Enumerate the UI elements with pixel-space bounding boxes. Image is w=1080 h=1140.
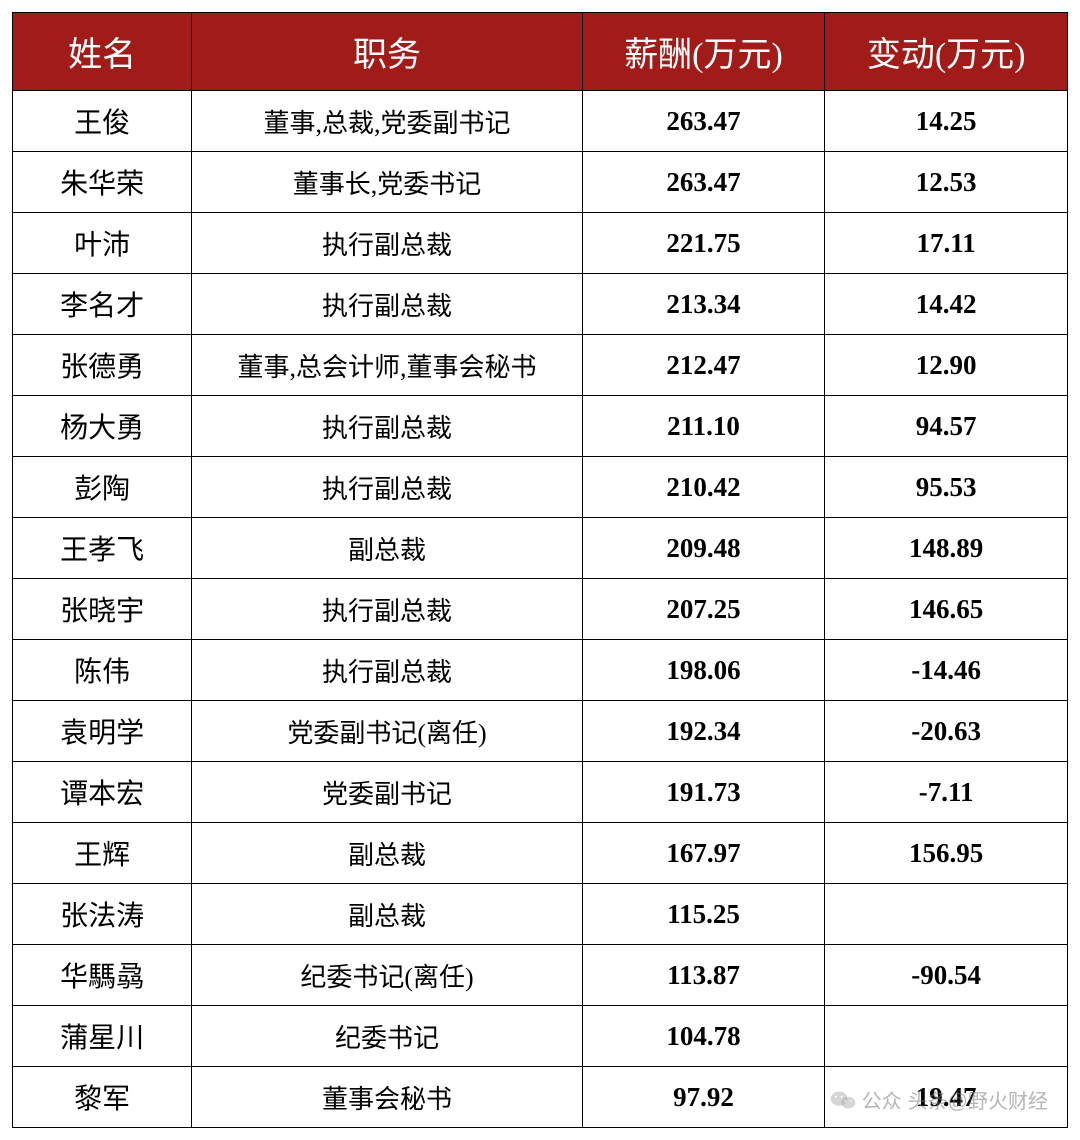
- cell-position: 执行副总裁: [192, 274, 582, 335]
- cell-position: 董事长,党委书记: [192, 152, 582, 213]
- cell-name: 杨大勇: [13, 396, 192, 457]
- cell-name: 王俊: [13, 91, 192, 152]
- cell-position: 执行副总裁: [192, 213, 582, 274]
- cell-change: 17.11: [825, 213, 1068, 274]
- header-position: 职务: [192, 13, 582, 91]
- header-salary: 薪酬(万元): [582, 13, 825, 91]
- cell-name: 黎军: [13, 1067, 192, 1128]
- cell-name: 朱华荣: [13, 152, 192, 213]
- cell-name: 蒲星川: [13, 1006, 192, 1067]
- cell-name: 张德勇: [13, 335, 192, 396]
- cell-salary: 212.47: [582, 335, 825, 396]
- cell-change: 12.53: [825, 152, 1068, 213]
- cell-change: 14.25: [825, 91, 1068, 152]
- cell-change: 95.53: [825, 457, 1068, 518]
- cell-position: 执行副总裁: [192, 457, 582, 518]
- cell-salary: 97.92: [582, 1067, 825, 1128]
- cell-position: 副总裁: [192, 518, 582, 579]
- cell-name: 陈伟: [13, 640, 192, 701]
- cell-position: 董事,总会计师,董事会秘书: [192, 335, 582, 396]
- cell-position: 副总裁: [192, 823, 582, 884]
- cell-name: 王辉: [13, 823, 192, 884]
- header-change: 变动(万元): [825, 13, 1068, 91]
- cell-position: 纪委书记: [192, 1006, 582, 1067]
- cell-salary: 211.10: [582, 396, 825, 457]
- cell-salary: 263.47: [582, 152, 825, 213]
- table-row: 王孝飞副总裁209.48148.89: [13, 518, 1068, 579]
- cell-change: -20.63: [825, 701, 1068, 762]
- cell-salary: 115.25: [582, 884, 825, 945]
- cell-change: 146.65: [825, 579, 1068, 640]
- cell-salary: 213.34: [582, 274, 825, 335]
- table-row: 陈伟执行副总裁198.06-14.46: [13, 640, 1068, 701]
- cell-change: -14.46: [825, 640, 1068, 701]
- cell-name: 彭陶: [13, 457, 192, 518]
- table-row: 张晓宇执行副总裁207.25146.65: [13, 579, 1068, 640]
- cell-change: -7.11: [825, 762, 1068, 823]
- cell-name: 叶沛: [13, 213, 192, 274]
- cell-salary: 104.78: [582, 1006, 825, 1067]
- cell-salary: 210.42: [582, 457, 825, 518]
- cell-salary: 192.34: [582, 701, 825, 762]
- cell-change: [825, 884, 1068, 945]
- cell-position: 纪委书记(离任): [192, 945, 582, 1006]
- cell-name: 王孝飞: [13, 518, 192, 579]
- cell-name: 谭本宏: [13, 762, 192, 823]
- cell-change: 19.47: [825, 1067, 1068, 1128]
- table-row: 黎军董事会秘书97.9219.47: [13, 1067, 1068, 1128]
- cell-salary: 113.87: [582, 945, 825, 1006]
- table-row: 叶沛执行副总裁221.7517.11: [13, 213, 1068, 274]
- cell-position: 董事,总裁,党委副书记: [192, 91, 582, 152]
- cell-change: 156.95: [825, 823, 1068, 884]
- cell-change: 14.42: [825, 274, 1068, 335]
- cell-name: 袁明学: [13, 701, 192, 762]
- cell-position: 执行副总裁: [192, 396, 582, 457]
- cell-change: [825, 1006, 1068, 1067]
- table-row: 张德勇董事,总会计师,董事会秘书212.4712.90: [13, 335, 1068, 396]
- cell-salary: 221.75: [582, 213, 825, 274]
- cell-change: -90.54: [825, 945, 1068, 1006]
- cell-position: 执行副总裁: [192, 640, 582, 701]
- cell-change: 94.57: [825, 396, 1068, 457]
- cell-name: 华騳骉: [13, 945, 192, 1006]
- cell-name: 张晓宇: [13, 579, 192, 640]
- salary-table: 姓名 职务 薪酬(万元) 变动(万元) 王俊董事,总裁,党委副书记263.471…: [12, 12, 1068, 1128]
- table-row: 华騳骉纪委书记(离任)113.87-90.54: [13, 945, 1068, 1006]
- header-name: 姓名: [13, 13, 192, 91]
- table-row: 张法涛副总裁115.25: [13, 884, 1068, 945]
- table-row: 谭本宏党委副书记191.73-7.11: [13, 762, 1068, 823]
- table-row: 朱华荣董事长,党委书记263.4712.53: [13, 152, 1068, 213]
- cell-salary: 263.47: [582, 91, 825, 152]
- cell-position: 党委副书记: [192, 762, 582, 823]
- cell-position: 党委副书记(离任): [192, 701, 582, 762]
- table-row: 王辉副总裁167.97156.95: [13, 823, 1068, 884]
- cell-salary: 207.25: [582, 579, 825, 640]
- table-row: 李名才执行副总裁213.3414.42: [13, 274, 1068, 335]
- cell-salary: 198.06: [582, 640, 825, 701]
- table-row: 杨大勇执行副总裁211.1094.57: [13, 396, 1068, 457]
- cell-salary: 209.48: [582, 518, 825, 579]
- table-row: 蒲星川纪委书记104.78: [13, 1006, 1068, 1067]
- cell-position: 执行副总裁: [192, 579, 582, 640]
- cell-name: 张法涛: [13, 884, 192, 945]
- table-row: 彭陶执行副总裁210.4295.53: [13, 457, 1068, 518]
- cell-position: 副总裁: [192, 884, 582, 945]
- cell-change: 148.89: [825, 518, 1068, 579]
- cell-salary: 167.97: [582, 823, 825, 884]
- cell-salary: 191.73: [582, 762, 825, 823]
- cell-name: 李名才: [13, 274, 192, 335]
- cell-position: 董事会秘书: [192, 1067, 582, 1128]
- cell-change: 12.90: [825, 335, 1068, 396]
- table-row: 袁明学党委副书记(离任)192.34-20.63: [13, 701, 1068, 762]
- table-header-row: 姓名 职务 薪酬(万元) 变动(万元): [13, 13, 1068, 91]
- table-row: 王俊董事,总裁,党委副书记263.4714.25: [13, 91, 1068, 152]
